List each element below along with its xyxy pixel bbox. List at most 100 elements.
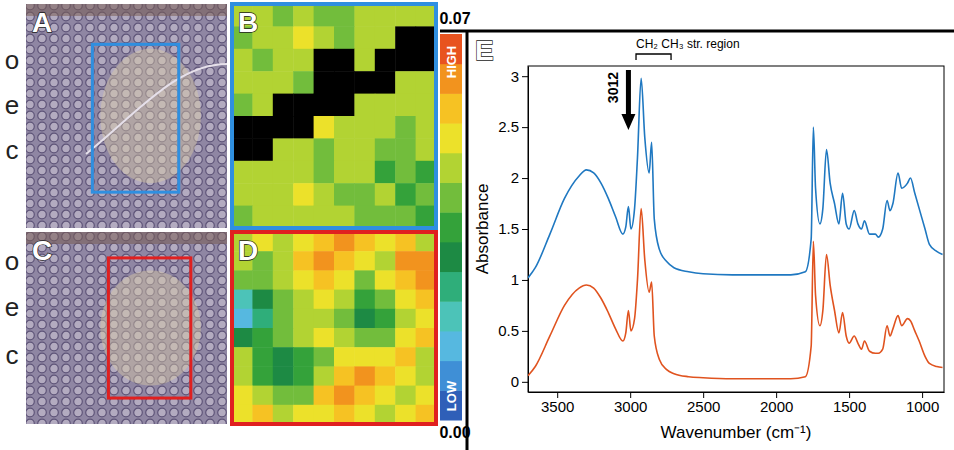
heat-cell [416, 138, 437, 161]
heat-cell [334, 232, 355, 252]
heat-cell [252, 94, 273, 117]
x-axis-line [529, 392, 945, 393]
x-tick: 1000 [906, 392, 939, 415]
y-axis: 00.511.522.53 [498, 67, 528, 393]
heat-cell [252, 309, 273, 329]
y-axis-title: Absorbance [473, 184, 492, 275]
heat-cell [334, 328, 355, 348]
heat-cell [314, 405, 335, 425]
heat-cell [354, 251, 375, 271]
heat-cell [293, 26, 314, 49]
heat-cell [252, 405, 273, 425]
heat-cell [375, 290, 396, 310]
heat-cell [293, 366, 314, 386]
heat-cell [232, 49, 253, 72]
heat-cell [334, 366, 355, 386]
heat-cell [416, 206, 437, 229]
heat-cell [375, 183, 396, 206]
heat-cell [375, 251, 396, 271]
x-tick-label: 1500 [833, 398, 866, 415]
masked-cell [314, 49, 335, 72]
y-tick-label: 2 [511, 169, 519, 186]
region-box [108, 258, 190, 398]
heat-cell [354, 4, 375, 27]
heat-cell [252, 366, 273, 386]
colorbar-high-label: HIGH [444, 46, 459, 79]
heat-cell [375, 26, 396, 49]
masked-cell [232, 116, 253, 139]
layer-label: e [5, 292, 19, 322]
masked-cell [334, 71, 355, 94]
heat-cell [314, 161, 335, 184]
masked-cell [232, 138, 253, 161]
masked-cell [416, 26, 437, 49]
heat-cell [293, 290, 314, 310]
heat-cell [334, 290, 355, 310]
heat-cell [395, 71, 416, 94]
heat-cell [416, 232, 437, 252]
micrograph [26, 232, 227, 424]
heat-cell [252, 328, 273, 348]
heat-cell [293, 405, 314, 425]
heat-cell [252, 386, 273, 406]
heat-cell [416, 161, 437, 184]
heat-cell [314, 206, 335, 229]
heat-cell [252, 161, 273, 184]
heat-cell [334, 251, 355, 271]
heat-cell [416, 328, 437, 348]
heat-cell [354, 405, 375, 425]
heat-cell [314, 328, 335, 348]
x-tick: 2000 [760, 392, 793, 415]
heat-cell [334, 161, 355, 184]
heat-cell [395, 270, 416, 290]
x-tick: 2500 [687, 392, 720, 415]
heat-cell [314, 26, 335, 49]
colorbar-band [440, 153, 462, 183]
masked-cell [314, 94, 335, 117]
y-tick-label: 0.5 [498, 322, 519, 339]
light-region [100, 270, 201, 385]
heat-cell [416, 251, 437, 271]
masked-cell [273, 94, 294, 117]
heat-cell [375, 405, 396, 425]
layer-label: o [5, 246, 19, 276]
heat-cell [354, 270, 375, 290]
heat-cell [354, 290, 375, 310]
heat-cell [293, 328, 314, 348]
light-region [100, 49, 201, 183]
heat-cell [375, 94, 396, 117]
heat-cell [293, 206, 314, 229]
x-axis: 350030002500200015001000 [529, 392, 945, 415]
heat-cell [354, 328, 375, 348]
heat-cell [293, 309, 314, 329]
heat-cell [252, 290, 273, 310]
micrograph-image [26, 4, 227, 228]
heat-cell [375, 328, 396, 348]
heat-cell [375, 347, 396, 367]
panel-letter: E [475, 35, 494, 66]
heat-cell [334, 26, 355, 49]
heat-cell [273, 347, 294, 367]
heat-cell [334, 270, 355, 290]
panel-letter: D [238, 235, 258, 266]
heat-cell [375, 206, 396, 229]
heat-cell [273, 309, 294, 329]
x-tick-label: 3500 [541, 398, 574, 415]
micrograph [26, 4, 227, 228]
colorbar-band [440, 182, 462, 212]
region-box [92, 44, 178, 192]
y-tick: 1.5 [498, 220, 528, 237]
plot-frame [528, 66, 944, 392]
heat-cell [354, 232, 375, 252]
heat-cell [416, 270, 437, 290]
heat-cell [314, 138, 335, 161]
y-tick-mark [522, 229, 528, 230]
heat-cell [395, 116, 416, 139]
heat-cell [232, 328, 253, 348]
heat-cell [416, 71, 437, 94]
masked-cell [334, 94, 355, 117]
heat-cell [293, 49, 314, 72]
heat-cell [354, 138, 375, 161]
heat-cell [252, 206, 273, 229]
heat-cell [395, 328, 416, 348]
